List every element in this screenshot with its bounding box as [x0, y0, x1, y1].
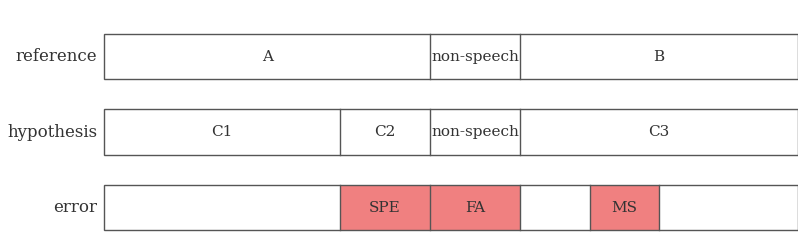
Bar [104, 109, 340, 155]
Text: C2: C2 [374, 125, 396, 139]
Bar [520, 34, 798, 79]
Bar [430, 109, 520, 155]
Text: A: A [262, 50, 273, 63]
Text: SPE: SPE [369, 200, 401, 214]
Bar [104, 109, 798, 155]
Bar [659, 185, 798, 230]
Bar [430, 185, 520, 230]
Text: MS: MS [611, 200, 638, 214]
Bar [520, 185, 590, 230]
Bar [104, 185, 340, 230]
Text: C1: C1 [211, 125, 233, 139]
Bar [104, 34, 430, 79]
Bar [104, 34, 798, 79]
Bar [104, 185, 798, 230]
Bar [590, 185, 659, 230]
Bar [520, 109, 798, 155]
Text: FA: FA [465, 200, 485, 214]
Bar [430, 34, 520, 79]
Text: C3: C3 [649, 125, 670, 139]
Text: non-speech: non-speech [432, 50, 519, 63]
Text: B: B [654, 50, 665, 63]
Text: reference: reference [15, 48, 97, 65]
Bar [340, 109, 430, 155]
Text: hypothesis: hypothesis [7, 124, 97, 140]
Bar [340, 185, 430, 230]
Text: error: error [53, 199, 97, 216]
Text: non-speech: non-speech [432, 125, 519, 139]
